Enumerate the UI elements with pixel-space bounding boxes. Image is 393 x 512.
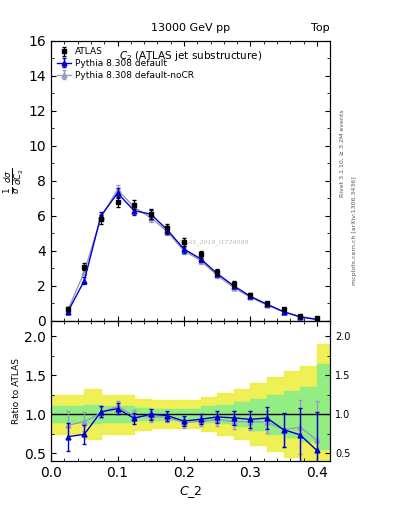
Text: ATLAS_2019_I1724098: ATLAS_2019_I1724098 [177, 240, 249, 245]
Text: Rivet 3.1.10, ≥ 3.2M events: Rivet 3.1.10, ≥ 3.2M events [340, 110, 345, 198]
Text: mcplots.cern.ch [arXiv:1306.3436]: mcplots.cern.ch [arXiv:1306.3436] [352, 176, 357, 285]
Text: $C_2$ (ATLAS jet substructure): $C_2$ (ATLAS jet substructure) [119, 49, 262, 63]
Text: Top: Top [312, 23, 330, 33]
Y-axis label: $\frac{1}{\sigma}\,\frac{d\sigma}{dC_2}$: $\frac{1}{\sigma}\,\frac{d\sigma}{dC_2}$ [2, 167, 26, 195]
Legend: ATLAS, Pythia 8.308 default, Pythia 8.308 default-noCR: ATLAS, Pythia 8.308 default, Pythia 8.30… [54, 44, 197, 83]
X-axis label: $C\_2$: $C\_2$ [179, 484, 202, 500]
Text: 13000 GeV pp: 13000 GeV pp [151, 23, 230, 33]
Y-axis label: Ratio to ATLAS: Ratio to ATLAS [13, 358, 22, 424]
